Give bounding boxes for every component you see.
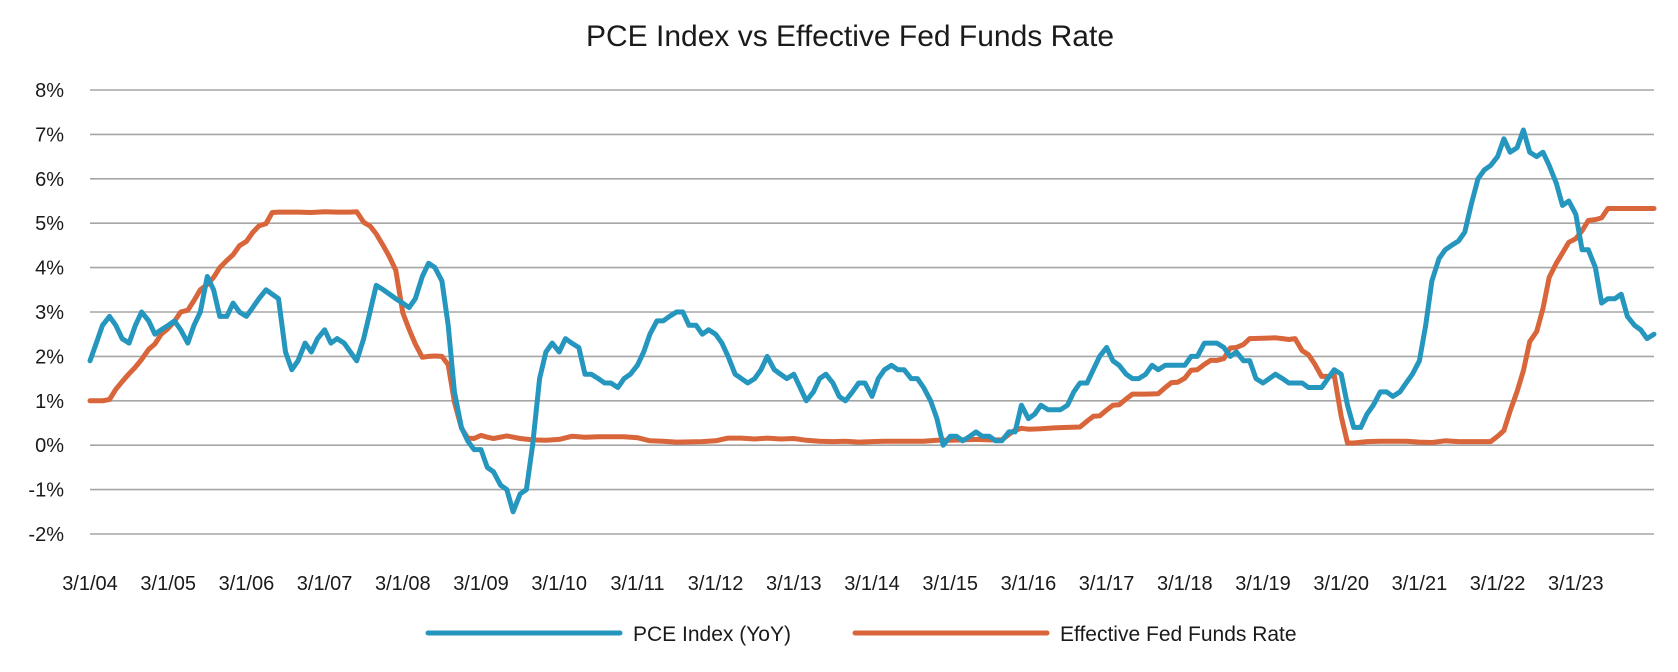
x-tick-label: 3/1/16 (1001, 573, 1057, 595)
x-tick-label: 3/1/20 (1313, 573, 1369, 595)
y-tick-label: 8% (35, 80, 64, 102)
x-tick-label: 3/1/18 (1157, 573, 1213, 595)
y-tick-label: 6% (35, 169, 64, 191)
x-tick-label: 3/1/14 (844, 573, 900, 595)
x-tick-label: 3/1/17 (1079, 573, 1135, 595)
x-tick-label: 3/1/21 (1392, 573, 1448, 595)
x-tick-label: 3/1/22 (1470, 573, 1526, 595)
legend-label-pce-index: PCE Index (YoY) (633, 623, 791, 646)
legend: PCE Index (YoY) Effective Fed Funds Rate (425, 623, 1297, 646)
data-series (87, 127, 1657, 515)
x-tick-label: 3/1/11 (610, 573, 664, 595)
x-tick-label: 3/1/12 (688, 573, 744, 595)
legend-label-effective-fed-funds-rate: Effective Fed Funds Rate (1060, 623, 1297, 646)
x-tick-label: 3/1/04 (62, 573, 118, 595)
gridlines (90, 89, 1654, 535)
y-tick-label: 2% (35, 346, 64, 368)
y-tick-label: 3% (35, 302, 64, 324)
chart-title: PCE Index vs Effective Fed Funds Rate (586, 20, 1114, 53)
x-tick-label: 3/1/15 (922, 573, 978, 595)
y-tick-label: -1% (28, 480, 64, 502)
y-tick-label: -2% (28, 524, 64, 546)
x-axis-tick-labels: 3/1/04 3/1/05 3/1/06 3/1/07 3/1/08 3/1/09 3/1/… (62, 573, 1603, 595)
x-tick-label: 3/1/05 (140, 573, 196, 595)
x-tick-label: 3/1/23 (1548, 573, 1604, 595)
x-tick-label: 3/1/09 (453, 573, 509, 595)
y-tick-label: 4% (35, 258, 64, 280)
x-tick-label: 3/1/19 (1235, 573, 1291, 595)
y-tick-label: 1% (35, 391, 64, 413)
x-tick-label: 3/1/13 (766, 573, 822, 595)
y-axis-tick-labels: 8% 7% 6% 5% 4% 3% 2% 1% 0% -1% -2% (28, 80, 64, 546)
x-tick-label: 3/1/10 (531, 573, 587, 595)
y-tick-label: 0% (35, 435, 64, 457)
y-tick-label: 7% (35, 124, 64, 146)
series-line-pce-index-yoy (87, 127, 1657, 515)
y-tick-label: 5% (35, 213, 64, 235)
x-tick-label: 3/1/07 (297, 573, 353, 595)
x-tick-label: 3/1/08 (375, 573, 431, 595)
x-tick-label: 3/1/06 (219, 573, 275, 595)
series-line-effective-fed-funds-rate (87, 206, 1657, 446)
